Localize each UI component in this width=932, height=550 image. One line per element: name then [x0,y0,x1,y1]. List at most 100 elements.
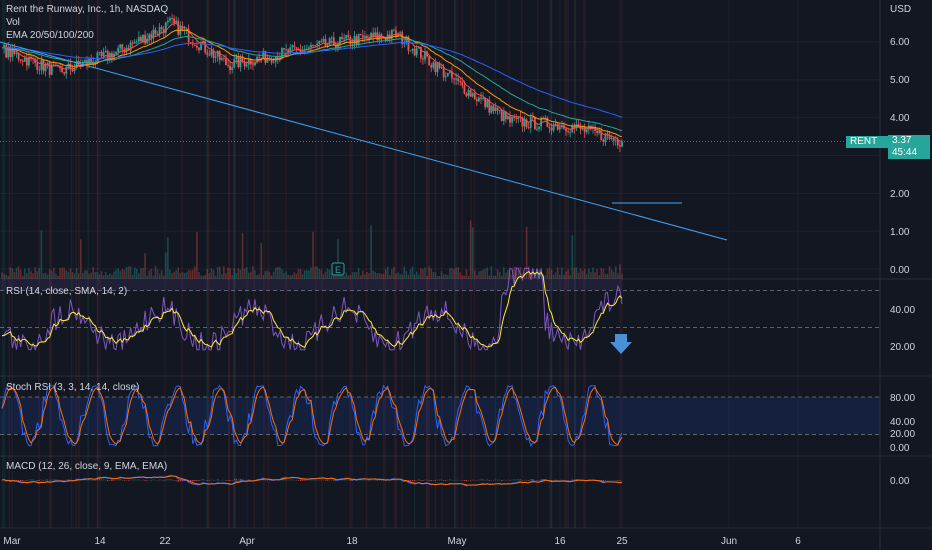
macd-histogram-bar [445,480,447,481]
volume-bar [594,272,596,279]
candle-body [407,36,410,51]
volume-bar [417,274,420,279]
candle-body [154,29,157,35]
candle-body [507,116,509,119]
candle-body [310,44,312,48]
candle-body [162,29,165,33]
volume-bar [459,272,462,279]
candle-body [156,33,159,35]
candle-body [616,139,619,146]
candle-body [548,126,551,129]
session-stripe [233,0,236,528]
macd-histogram-bar [339,479,341,481]
candle-body [448,71,451,73]
candle-body [104,50,107,53]
volume-bar [119,271,121,279]
volume-bar [96,272,99,279]
volume-bar [347,275,350,279]
volume-bar [98,274,101,279]
candle-body [11,47,14,58]
session-stripe [234,0,236,528]
candle-body [320,41,323,42]
volume-bar [471,227,474,279]
candle-body [484,97,487,108]
volume-bar [133,267,136,279]
macd-histogram-bar [109,480,111,481]
time-axis[interactable]: Mar 14 22 Apr 18 May 16 25 Jun 6 [3,536,801,547]
macd-histogram-bar [28,479,30,481]
candle-body [212,50,215,58]
candle-body [152,29,155,38]
macd-histogram-bar [602,480,605,482]
volume-bar [258,274,260,279]
candle-body [552,124,555,131]
candle-body [614,139,617,141]
volume-bar [324,271,327,279]
candle-body [399,32,402,34]
volume-bar [88,273,90,279]
stoch-pane[interactable] [0,384,880,447]
macd-histogram-bar [393,479,395,481]
session-stripe [253,0,255,528]
price-axis[interactable]: USD6.005.004.003.002.001.000.0040.0020.0… [890,4,915,487]
volume-bar [61,267,63,279]
candle-body [440,67,443,69]
rsi-pane[interactable] [0,267,880,354]
volume-bar [160,270,163,279]
price-pane[interactable]: E [0,13,880,279]
macd-histogram-bar [424,479,426,481]
macd-histogram-bar [360,479,362,481]
time-tick-label: May [448,536,467,547]
volume-bar [463,275,466,279]
candle-body [324,38,327,46]
macd-histogram-bar [136,479,138,481]
candle-body [316,43,319,46]
volume-bar [467,275,470,279]
volume-bar [183,273,186,279]
volume-bar [169,269,171,279]
volume-bar [484,268,486,279]
macd-histogram-bar [202,479,204,481]
macd-histogram-bar [619,480,621,481]
session-stripe [50,0,52,528]
volume-bar [158,273,161,279]
macd-histogram-bar [438,479,441,481]
candle-body [351,43,354,45]
macd-histogram-bar [241,479,244,481]
candle-body [318,41,321,44]
session-stripe [2,0,4,528]
volume-bar [218,266,221,279]
volume-bar [565,271,567,279]
session-stripe [206,0,208,528]
volume-bar [395,273,397,279]
macd-histogram-bar [196,480,198,482]
macd-pane[interactable] [1,474,623,487]
candle-body [413,48,416,56]
volume-bar [202,275,204,279]
macd-histogram-bar [69,479,72,481]
candle-body [339,36,341,45]
macd-histogram-bar [102,479,105,481]
macd-histogram-bar [463,480,466,482]
candle-body [218,50,221,61]
macd-histogram-bar [480,479,482,481]
volume-bar [121,269,124,279]
macd-histogram-bar [511,479,513,481]
rsi-band [0,280,622,291]
volume-bar [125,267,128,279]
candle-body [69,63,72,70]
macd-label: MACD (12, 26, close, 9, EMA, EMA) [6,461,168,472]
macd-histogram-bar [318,479,320,481]
candle-body [148,34,151,39]
candle-body [467,89,470,96]
candle-body [90,58,93,63]
volume-bar [129,266,132,279]
macd-histogram-bar [600,480,602,482]
volume-bar [152,275,155,279]
candle-body [115,51,117,54]
macd-histogram-bar [430,480,432,482]
symbol-title: Rent the Runway, Inc., 1h, NASDAQ [6,4,169,15]
volume-bar [233,268,236,279]
